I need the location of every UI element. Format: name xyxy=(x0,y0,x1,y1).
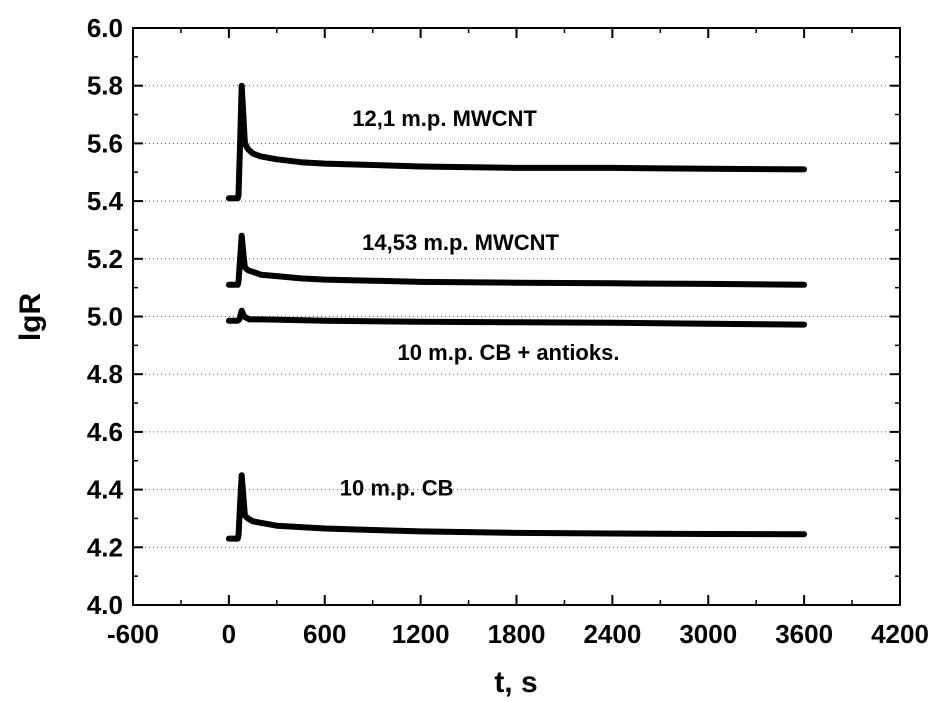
annotation-label: 10 m.p. CB xyxy=(340,475,454,500)
x-tick-label: -600 xyxy=(107,619,159,649)
annotation-label: 14,53 m.p. MWCNT xyxy=(362,230,559,255)
x-tick-label: 3600 xyxy=(775,619,833,649)
series-line-0 xyxy=(225,82,808,202)
y-tick-label: 5.8 xyxy=(87,71,123,101)
series-layer xyxy=(225,82,808,542)
x-tick-label: 2400 xyxy=(583,619,641,649)
x-tick-labels: -600 0 600 1200 1800 2400 3000 3600 4200 xyxy=(107,619,929,649)
y-tick-label: 4.6 xyxy=(87,417,123,447)
series-line-2 xyxy=(225,307,808,328)
y-tick-label: 4.8 xyxy=(87,359,123,389)
y-tick-label: 6.0 xyxy=(87,13,123,43)
y-tick-label: 5.2 xyxy=(87,244,123,274)
x-tick-label: 600 xyxy=(303,619,346,649)
series-line-3 xyxy=(225,472,808,542)
y-tick-label: 5.6 xyxy=(87,128,123,158)
series-line-1 xyxy=(225,232,808,288)
annotations: 12,1 m.p. MWCNT 14,53 m.p. MWCNT 10 m.p. C… xyxy=(340,106,620,500)
y-tick-label: 4.2 xyxy=(87,532,123,562)
y-axis-label: lgR xyxy=(14,293,47,342)
y-tick-label: 4.4 xyxy=(87,475,124,505)
y-tick-labels: 4.0 4.2 4.4 4.6 4.8 5.0 5.2 5.4 5.6 5.8 6.0 xyxy=(87,13,124,620)
y-tick-label: 5.4 xyxy=(87,186,124,216)
x-tick-label: 0 xyxy=(222,619,236,649)
y-tick-label: 5.0 xyxy=(87,302,123,332)
x-tick-label: 1200 xyxy=(392,619,450,649)
x-tick-label: 4200 xyxy=(871,619,929,649)
annotation-label: 12,1 m.p. MWCNT xyxy=(352,106,537,131)
x-tick-label: 1800 xyxy=(488,619,546,649)
x-axis-label: t, s xyxy=(494,666,537,699)
annotation-label: 10 m.p. CB + antioks. xyxy=(398,340,620,365)
x-tick-label: 3000 xyxy=(679,619,737,649)
ticks xyxy=(132,27,901,606)
y-tick-label: 4.0 xyxy=(87,590,123,620)
